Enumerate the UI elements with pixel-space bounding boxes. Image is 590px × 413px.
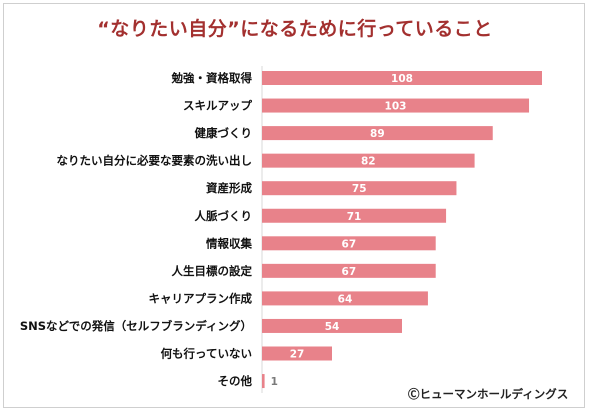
value-label: 27 [290,349,305,361]
category-label: 何も行っていない [161,347,252,361]
bar [262,236,436,251]
category-label: なりたい自分に必要な要素の洗い出し [57,154,253,168]
category-label: 人脈づくり [195,209,253,223]
bar [262,374,265,389]
category-label: 資産形成 [206,181,252,195]
value-label: 82 [361,156,376,168]
value-label: 67 [342,238,357,250]
bar [262,153,475,168]
bar [262,263,436,278]
value-label: 108 [391,73,413,85]
category-label: スキルアップ [183,99,252,113]
bar [262,346,332,361]
value-label: 67 [342,266,357,278]
category-label: 健康づくり [195,126,253,140]
category-label: 人生目標の設定 [172,264,253,278]
chart-frame [3,3,585,408]
value-label: 103 [385,101,407,113]
bar [262,208,447,223]
bar [262,126,493,141]
bar [262,318,402,333]
bar [262,181,457,196]
copyright-text: Ⓒヒューマンホールディングス [408,387,569,401]
value-label: 64 [338,293,353,305]
value-label: 71 [347,211,362,223]
bar [262,71,542,85]
value-label: 54 [325,321,340,333]
category-label: その他 [218,374,253,388]
category-label: キャリアプラン作成 [149,291,253,305]
value-label: 89 [370,128,385,140]
value-label: 75 [352,183,367,195]
bar [262,98,530,113]
bar [262,291,428,306]
category-label: SNSなどでの発信（セルフブランディング） [20,319,252,333]
category-label: 情報収集 [205,236,252,250]
category-label: 勉強・資格取得 [171,71,253,85]
value-label: 1 [271,376,278,388]
chart-title: “なりたい自分”になるために行っていること [97,18,493,40]
